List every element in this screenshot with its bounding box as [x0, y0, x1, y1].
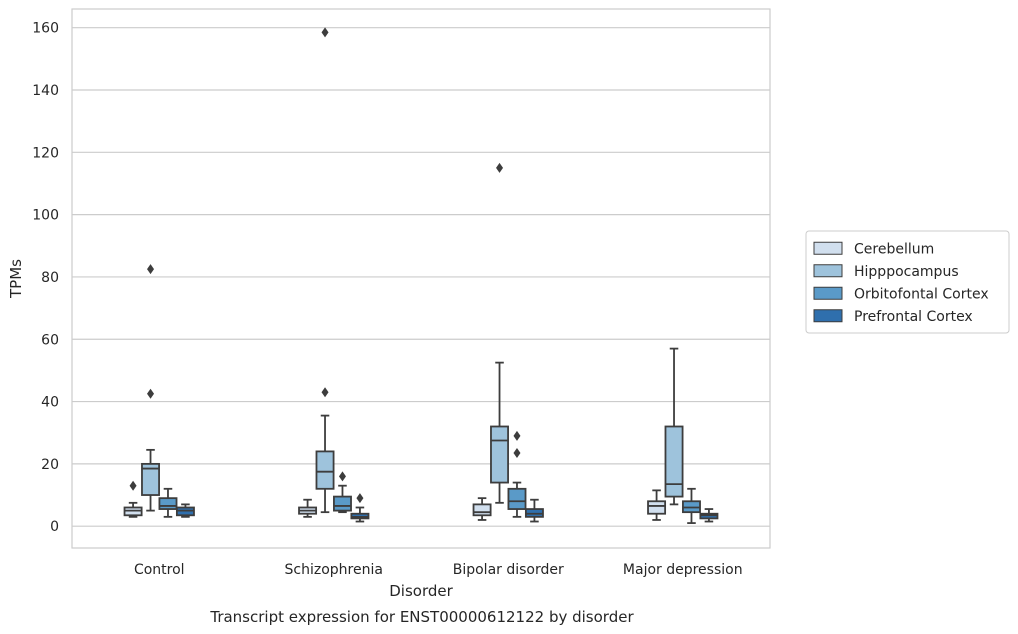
box-cerebellum: [647, 489, 667, 521]
y-tick-label: 140: [32, 83, 59, 99]
y-tick-label: 80: [41, 270, 59, 286]
x-tick-label: Bipolar disorder: [453, 562, 564, 578]
legend-frame: [805, 230, 1010, 334]
box-hipppocampus: [141, 264, 160, 512]
legend-swatch: [813, 309, 843, 323]
box-prefrontal-cortex: [699, 508, 719, 523]
chart-caption: Transcript expression for ENST0000061212…: [209, 608, 634, 626]
outlier-point: [321, 27, 329, 38]
box-hipppocampus: [315, 27, 335, 514]
outlier-point: [321, 387, 329, 398]
box-iqr: [647, 500, 667, 515]
box-cerebellum: [298, 498, 318, 518]
box-orbitofontal-cortex: [507, 430, 527, 518]
outlier-point: [513, 430, 521, 441]
y-tick-label: 100: [32, 208, 59, 224]
outlier-point: [147, 264, 155, 275]
y-tick-label: 20: [41, 457, 59, 473]
legend-swatch: [813, 286, 843, 300]
box-iqr: [315, 450, 335, 490]
box-orbitofontal-cortex: [333, 471, 352, 514]
grid-lines: [72, 27, 770, 527]
y-tick-label: 0: [50, 519, 59, 535]
box-cerebellum: [472, 497, 492, 521]
legend-label: Prefrontal Cortex: [854, 309, 973, 325]
outlier-point: [129, 480, 137, 491]
box-orbitofontal-cortex: [682, 487, 701, 524]
box-iqr: [333, 495, 352, 512]
outlier-point: [147, 388, 155, 399]
box-iqr: [472, 503, 492, 517]
y-tick-label: 60: [41, 332, 59, 348]
outlier-point: [338, 471, 346, 482]
x-tick-label: Schizophrenia: [285, 562, 383, 578]
y-tick-label: 160: [32, 21, 59, 37]
box-iqr: [507, 487, 527, 510]
x-axis-ticks: Control Schizophrenia Bipolar disorder Majo…: [134, 562, 743, 578]
outlier-point: [513, 447, 521, 458]
legend-swatch: [813, 241, 843, 255]
legend-swatch: [813, 264, 843, 278]
box-iqr: [158, 497, 178, 510]
plot-area: [123, 27, 719, 524]
legend-label: Hipppocampus: [854, 264, 959, 280]
box-iqr: [141, 462, 160, 496]
x-axis-label: Disorder: [389, 582, 453, 600]
plot-frame: [71, 8, 771, 549]
box-prefrontal-cortex: [350, 493, 370, 523]
y-tick-label: 40: [41, 395, 59, 411]
y-axis-label: TPMs: [7, 259, 25, 299]
box-iqr: [664, 425, 684, 498]
x-tick-label: Control: [134, 562, 185, 578]
outlier-point: [496, 162, 504, 173]
x-tick-label: Major depression: [623, 562, 743, 578]
box-hipppocampus: [490, 162, 509, 504]
outlier-point: [356, 493, 364, 504]
legend-label: Cerebellum: [854, 241, 934, 257]
box-orbitofontal-cortex: [158, 487, 178, 518]
box-hipppocampus: [664, 347, 684, 506]
y-axis-ticks: 0 20 40 60 80 100 120 140 160: [32, 21, 59, 535]
box-prefrontal-cortex: [524, 498, 544, 523]
y-tick-label: 120: [32, 145, 59, 161]
legend-label: Orbitofontal Cortex: [854, 286, 989, 302]
box-prefrontal-cortex: [175, 503, 195, 518]
box-iqr: [490, 425, 509, 484]
legend: Cerebellum Hipppocampus Orbitofontal Corte…: [805, 230, 1010, 334]
box-cerebellum: [123, 480, 143, 518]
